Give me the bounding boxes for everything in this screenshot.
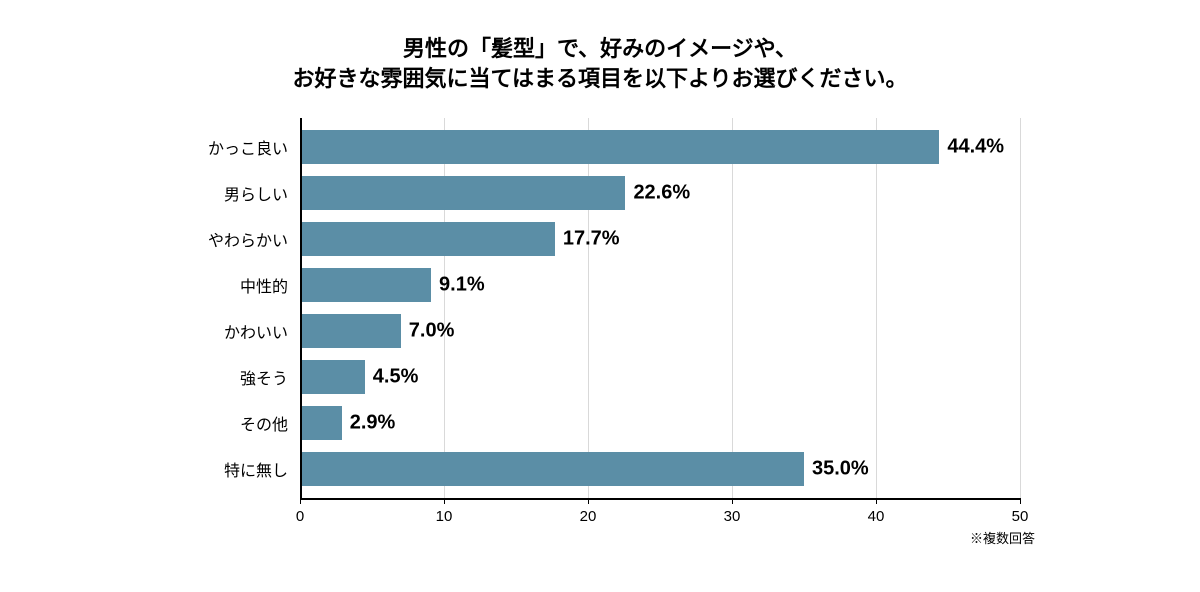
value-label: 9.1% xyxy=(439,274,485,297)
chart-container: 男性の「髪型」で、好みのイメージや、 お好きな雰囲気に当てはまる項目を以下よりお… xyxy=(0,0,1200,592)
x-tick-label: 10 xyxy=(436,508,453,525)
category-label: 特に無し xyxy=(88,457,288,481)
value-label: 35.0% xyxy=(812,458,869,481)
gridline xyxy=(444,118,445,498)
chart-title-line2: お好きな雰囲気に当てはまる項目を以下よりお選びください。 xyxy=(292,66,907,91)
bar xyxy=(300,406,342,440)
value-label: 17.7% xyxy=(563,228,620,251)
category-label: かっこ良い xyxy=(88,135,288,159)
x-tick-label: 30 xyxy=(724,508,741,525)
y-axis xyxy=(300,118,302,498)
value-label: 2.9% xyxy=(350,412,396,435)
chart-title-line1: 男性の「髪型」で、好みのイメージや、 xyxy=(403,36,797,61)
plot-inner: 01020304050かっこ良い44.4%男らしい22.6%やわらかい17.7%… xyxy=(300,118,1020,498)
x-tick-label: 50 xyxy=(1012,508,1029,525)
x-tick-label: 40 xyxy=(868,508,885,525)
category-label: 強そう xyxy=(88,365,288,389)
x-axis xyxy=(300,498,1020,500)
bar xyxy=(300,268,431,302)
x-tick xyxy=(1020,498,1021,504)
x-tick-label: 20 xyxy=(580,508,597,525)
gridline xyxy=(876,118,877,498)
value-label: 4.5% xyxy=(373,366,419,389)
bar xyxy=(300,452,804,486)
value-label: 44.4% xyxy=(947,136,1004,159)
category-label: 中性的 xyxy=(88,273,288,297)
bar xyxy=(300,222,555,256)
value-label: 7.0% xyxy=(409,320,455,343)
x-tick-label: 0 xyxy=(296,508,304,525)
gridline xyxy=(1020,118,1021,498)
bar xyxy=(300,130,939,164)
chart-title: 男性の「髪型」で、好みのイメージや、 お好きな雰囲気に当てはまる項目を以下よりお… xyxy=(0,34,1200,93)
value-label: 22.6% xyxy=(633,182,690,205)
chart-note: ※複数回答 xyxy=(970,528,1035,547)
bar xyxy=(300,314,401,348)
category-label: 男らしい xyxy=(88,181,288,205)
gridline xyxy=(732,118,733,498)
plot-area: 01020304050かっこ良い44.4%男らしい22.6%やわらかい17.7%… xyxy=(300,118,1020,498)
category-label: その他 xyxy=(88,411,288,435)
category-label: やわらかい xyxy=(88,227,288,251)
bar xyxy=(300,360,365,394)
gridline xyxy=(588,118,589,498)
bar xyxy=(300,176,625,210)
category-label: かわいい xyxy=(88,319,288,343)
